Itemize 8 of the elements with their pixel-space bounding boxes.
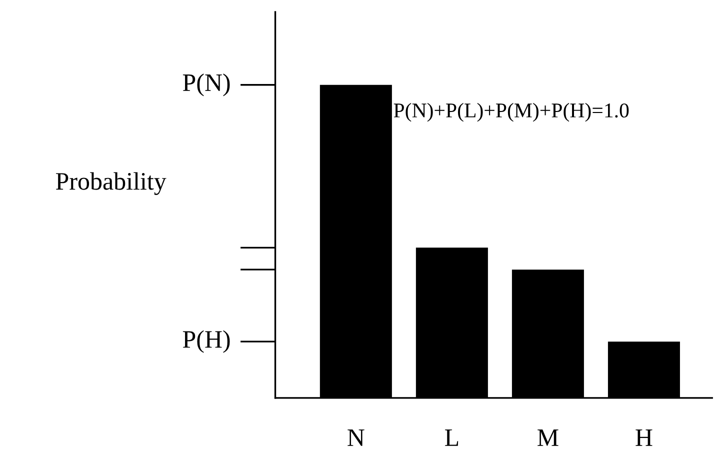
text: P(N): [182, 74, 230, 96]
annotation: P(N)+P(L)+P(M)+P(H)=1.0: [394, 102, 629, 122]
x-tick-label: H: [636, 429, 652, 446]
text: P(H): [182, 330, 230, 353]
x-tick-label: L: [445, 429, 458, 446]
x-tick-label: N: [348, 429, 364, 446]
y-axis-title: Probability: [56, 172, 166, 195]
x-tick-label: M: [538, 429, 558, 446]
